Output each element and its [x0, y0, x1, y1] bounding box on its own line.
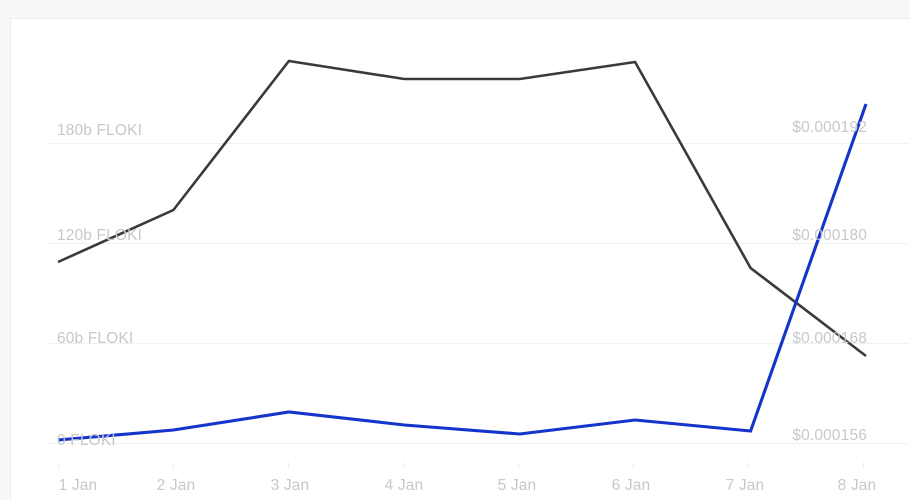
- y-axis-left-tick-label-60b: 60b FLOKI: [57, 330, 134, 347]
- y-axis-right-tick-label-192: $0.000192: [792, 119, 867, 136]
- x-tick-mark: [633, 462, 634, 469]
- y-axis-right-tick-label-180: $0.000180: [792, 227, 867, 244]
- x-axis-label-1-jan: 1 Jan: [58, 477, 98, 494]
- x-tick-mark: [173, 462, 174, 469]
- y-axis-left-tick-label-120b: 120b FLOKI: [57, 227, 143, 244]
- y-axis-left-tick-label-0: 0 FLOKI: [57, 432, 116, 449]
- y-axis-right-tick-label-168: $0.000168: [792, 330, 867, 347]
- gridline-2: [48, 243, 909, 244]
- gridline-1: [48, 143, 909, 144]
- x-tick-mark: [288, 462, 289, 469]
- x-axis-label-7-jan: 7 Jan: [725, 477, 765, 494]
- chart-card: [10, 18, 909, 500]
- y-axis-right-tick-label-156: $0.000156: [792, 427, 867, 444]
- x-tick-mark: [518, 462, 519, 469]
- x-axis-label-5-jan: 5 Jan: [497, 477, 537, 494]
- gridline-4: [48, 443, 909, 444]
- y-axis-left-tick-label-180b: 180b FLOKI: [57, 122, 143, 139]
- x-tick-mark: [748, 462, 749, 469]
- x-tick-mark: [58, 462, 59, 469]
- supply-line-series: [57, 59, 867, 358]
- x-axis-label-6-jan: 6 Jan: [611, 477, 651, 494]
- x-tick-mark: [403, 462, 404, 469]
- x-tick-mark: [863, 462, 864, 469]
- x-axis-label-4-jan: 4 Jan: [384, 477, 424, 494]
- gridline-3: [48, 343, 909, 344]
- x-axis-label-2-jan: 2 Jan: [156, 477, 196, 494]
- price-line-series: [57, 103, 868, 442]
- x-axis-label-3-jan: 3 Jan: [270, 477, 310, 494]
- x-axis-label-8-jan: 8 Jan: [837, 477, 877, 494]
